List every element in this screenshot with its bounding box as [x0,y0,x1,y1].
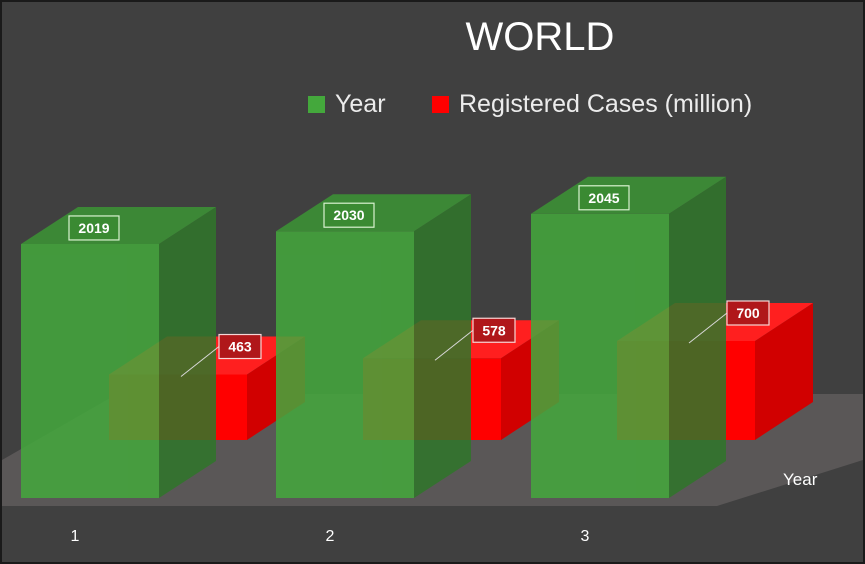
legend-swatch-year [308,96,325,113]
x-tick-label-1: 1 [71,528,80,545]
chart-title: WORLD [466,15,615,59]
legend: Year Registered Cases (million) [308,90,752,118]
data-label-year-3: 2045 [578,185,630,211]
svg-text:463: 463 [228,339,252,355]
x-tick-label-3: 3 [581,528,590,545]
data-label-registered-cases-3: 700 [726,300,770,326]
x-axis-tick-labels: 1 2 3 [71,528,590,545]
svg-text:2019: 2019 [78,220,109,236]
depth-axis-label: Year [783,470,818,489]
leader-line-1 [180,346,220,377]
legend-label-registered-cases: Registered Cases (million) [459,90,752,118]
x-tick-label-2: 2 [326,528,335,545]
legend-swatch-registered-cases [432,96,449,113]
svg-text:2030: 2030 [333,207,364,223]
data-label-leaders [180,312,728,377]
leader-line-2 [434,329,474,361]
data-label-registered-cases-2: 578 [472,317,516,343]
data-label-registered-cases-1: 463 [218,333,262,360]
data-label-year-1: 2019 [68,215,120,241]
bar-year-2 [276,194,471,498]
data-label-year-2: 2030 [323,202,375,228]
svg-text:700: 700 [736,305,760,321]
data-labels: 2019 463 2030 578 2045 700 [68,185,770,360]
svg-text:578: 578 [482,322,506,338]
bar-year-1 [21,206,216,498]
svg-text:2045: 2045 [588,190,619,206]
leader-line-3 [688,312,728,344]
legend-label-year: Year [335,90,386,118]
